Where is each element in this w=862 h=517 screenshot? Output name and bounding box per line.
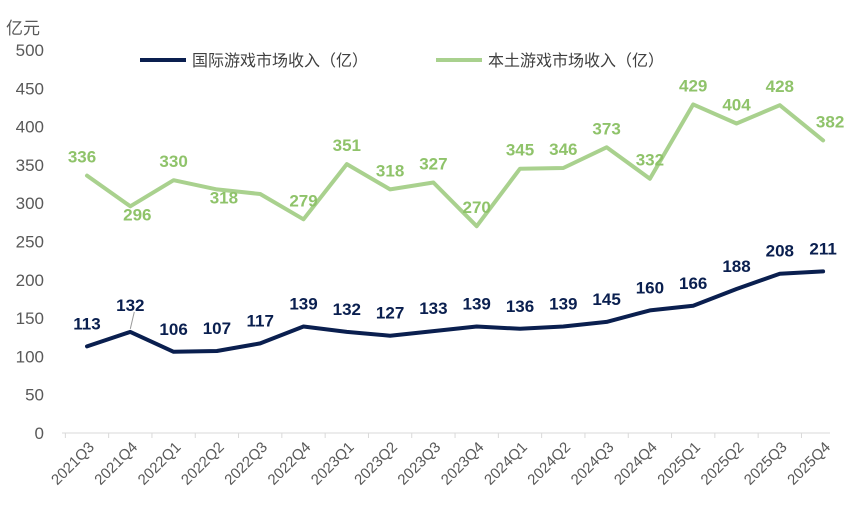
x-tick-label: 2021Q3 — [48, 439, 98, 489]
data-label: 139 — [549, 295, 577, 314]
x-tick-label: 2021Q4 — [91, 439, 141, 489]
data-label: 139 — [289, 295, 317, 314]
x-tick-label: 2025Q4 — [784, 439, 834, 489]
data-label: 188 — [722, 257, 750, 276]
data-label: 160 — [636, 278, 664, 297]
data-label: 318 — [376, 161, 404, 180]
x-tick-label: 2024Q2 — [524, 439, 574, 489]
legend: 国际游戏市场收入（亿） 本土游戏市场收入（亿） — [140, 52, 664, 70]
y-tick-label: 50 — [25, 386, 44, 405]
data-label: 346 — [549, 140, 577, 159]
data-label: 332 — [636, 151, 664, 170]
y-tick-label: 200 — [16, 271, 44, 290]
data-label: 136 — [506, 297, 534, 316]
x-tick-label: 2024Q4 — [611, 439, 661, 489]
data-label: 127 — [376, 304, 404, 323]
data-label: 211 — [809, 239, 836, 258]
x-tick-label: 2024Q1 — [481, 439, 531, 489]
data-label: 327 — [419, 155, 447, 174]
series-lines — [85, 102, 826, 354]
data-label: 404 — [722, 96, 751, 115]
data-label: 279 — [289, 191, 317, 210]
data-label: 373 — [592, 119, 620, 138]
data-label: 336 — [68, 148, 96, 167]
x-tick-label: 2023Q2 — [351, 439, 401, 489]
data-label: 345 — [506, 141, 534, 160]
data-labels: 113 132 106 107 117 139 132 127 133 139 136 139 145 1… — [68, 76, 844, 338]
x-tick-label: 2022Q3 — [221, 439, 271, 489]
data-label: 145 — [592, 290, 620, 309]
data-label: 330 — [159, 152, 187, 171]
y-tick-label: 350 — [16, 156, 44, 175]
data-label: 296 — [123, 205, 151, 224]
x-tick-label: 2025Q2 — [698, 439, 748, 489]
data-label: 107 — [203, 319, 231, 338]
series-line-domestic — [85, 102, 826, 229]
data-label: 318 — [210, 188, 238, 207]
y-tick-label: 500 — [16, 41, 44, 60]
x-tick-label: 2022Q1 — [135, 439, 185, 489]
y-tick-label: 0 — [35, 424, 44, 443]
x-tick-label: 2025Q3 — [741, 439, 791, 489]
y-axis: 0 50 100 150 200 250 300 350 400 450 500 — [16, 41, 44, 443]
data-label: 382 — [816, 112, 844, 131]
x-tick-label: 2022Q2 — [178, 439, 228, 489]
x-tick-label: 2025Q1 — [654, 439, 704, 489]
data-label: 133 — [419, 299, 447, 318]
data-label: 117 — [246, 311, 273, 330]
y-tick-label: 450 — [16, 79, 44, 98]
series-line-international — [85, 269, 826, 354]
x-tick-label: 2023Q1 — [308, 439, 358, 489]
y-tick-label: 400 — [16, 118, 44, 137]
data-label: 208 — [766, 242, 794, 261]
data-label: 106 — [159, 320, 187, 339]
data-label: 351 — [333, 136, 361, 155]
data-label: 139 — [463, 295, 491, 314]
legend-label-international: 国际游戏市场收入（亿） — [192, 52, 368, 70]
legend-label-domestic: 本土游戏市场收入（亿） — [488, 52, 664, 70]
x-tick-label: 2023Q4 — [438, 439, 488, 489]
data-label: 428 — [766, 77, 794, 96]
x-tick-label: 2024Q3 — [568, 439, 618, 489]
data-label: 429 — [679, 76, 707, 95]
data-label: 132 — [116, 296, 144, 315]
y-axis-unit: 亿元 — [6, 19, 40, 38]
x-tick-label: 2022Q4 — [265, 439, 315, 489]
x-tick-label: 2023Q3 — [394, 439, 444, 489]
data-label: 113 — [73, 314, 100, 333]
y-tick-label: 100 — [16, 347, 44, 366]
x-axis: 2021Q32021Q42022Q12022Q22022Q32022Q42023… — [48, 433, 834, 489]
data-label: 132 — [333, 300, 361, 319]
y-tick-label: 150 — [16, 309, 44, 328]
y-tick-label: 250 — [16, 233, 44, 252]
data-label: 166 — [679, 274, 707, 293]
y-tick-label: 300 — [16, 194, 44, 213]
label-leader-line — [129, 311, 135, 330]
data-label: 270 — [463, 198, 491, 217]
